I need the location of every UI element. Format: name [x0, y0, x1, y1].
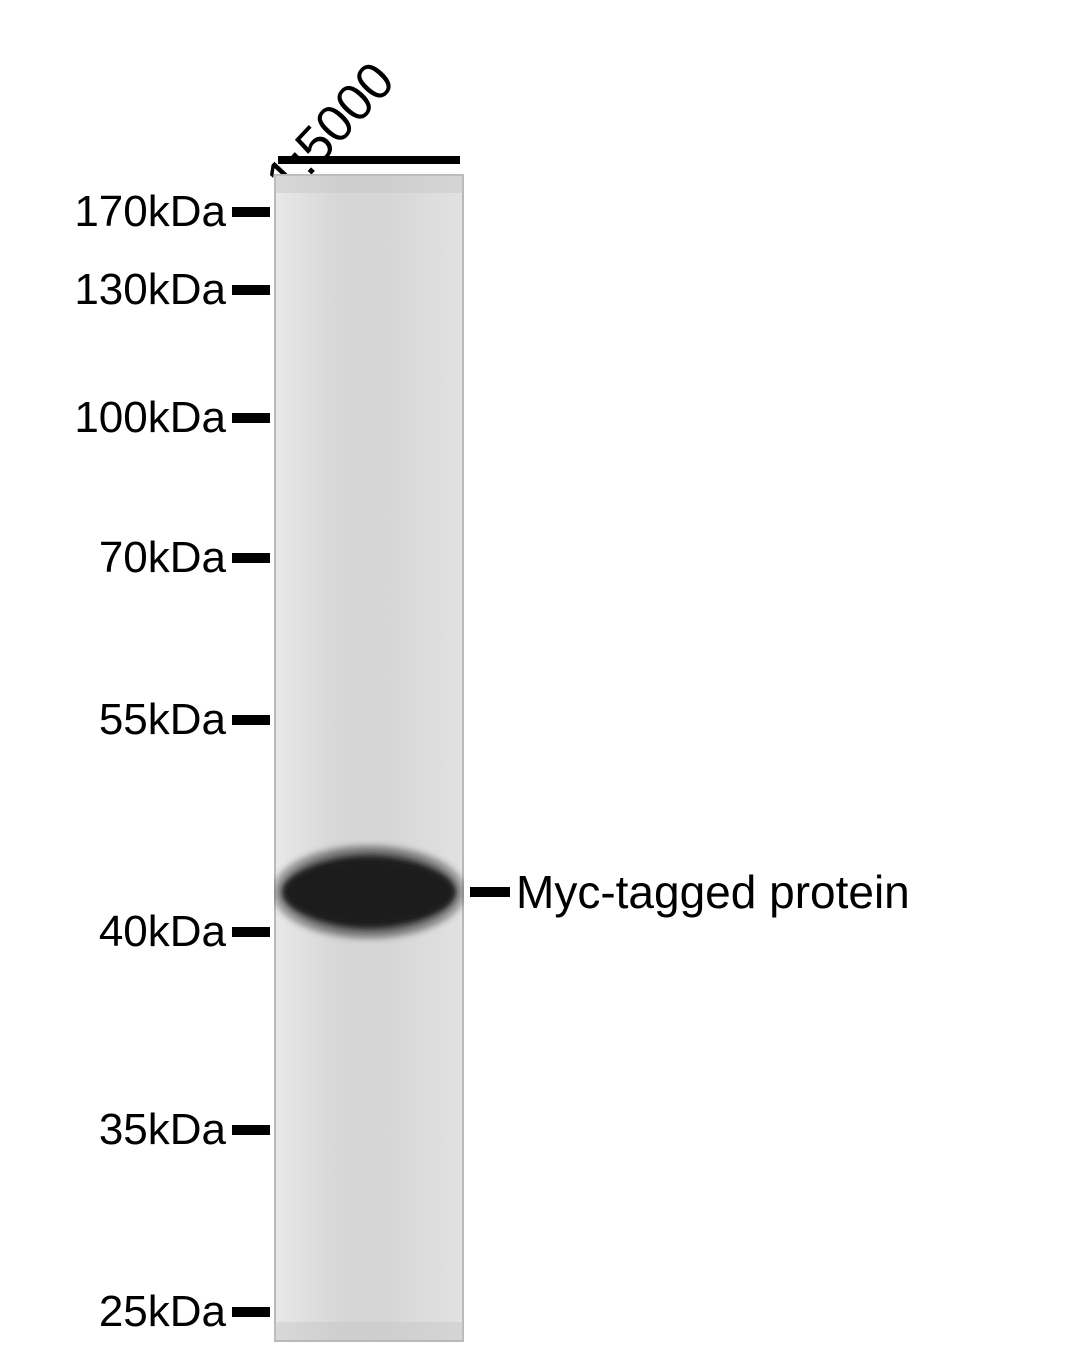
western-blot-figure: 1:5000	[0, 0, 1080, 1354]
mw-tick	[232, 553, 270, 563]
mw-label: 25kDa	[99, 1287, 226, 1337]
mw-label: 100kDa	[74, 393, 226, 443]
mw-tick	[232, 1307, 270, 1317]
mw-label: 70kDa	[99, 533, 226, 583]
mw-tick	[232, 1125, 270, 1135]
mw-tick	[232, 715, 270, 725]
mw-tick	[232, 285, 270, 295]
mw-tick	[232, 207, 270, 217]
mw-label: 130kDa	[74, 265, 226, 315]
mw-label: 35kDa	[99, 1105, 226, 1155]
mw-tick	[232, 927, 270, 937]
gel-lane	[274, 174, 464, 1342]
mw-label: 40kDa	[99, 907, 226, 957]
band-annotation-tick	[470, 887, 510, 897]
protein-band	[274, 844, 464, 939]
mw-label: 55kDa	[99, 695, 226, 745]
mw-label: 170kDa	[74, 187, 226, 237]
mw-tick	[232, 413, 270, 423]
band-annotation-label: Myc-tagged protein	[516, 865, 910, 919]
